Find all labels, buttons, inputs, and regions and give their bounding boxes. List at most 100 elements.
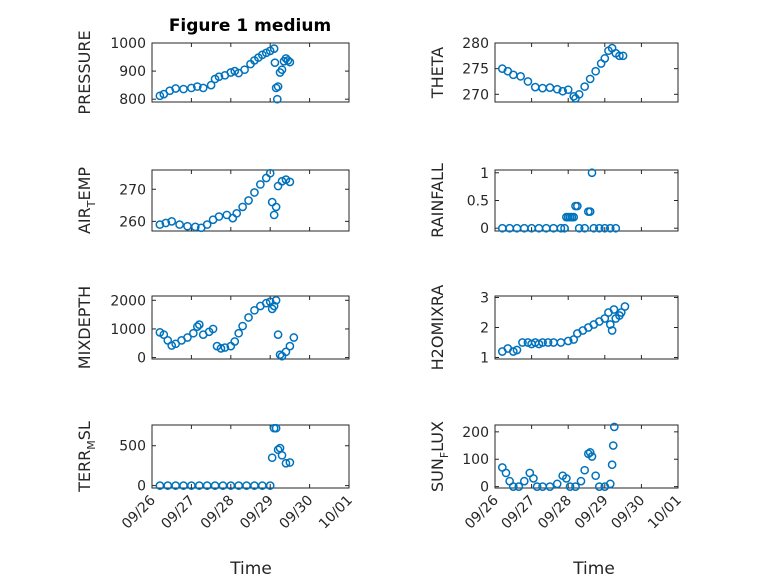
data-point <box>580 223 590 233</box>
y-axis-label-rest: LUX <box>428 421 447 452</box>
x-tick-label: 10/01 <box>316 493 356 533</box>
data-point <box>576 476 586 486</box>
data-point <box>591 471 601 481</box>
data-point <box>285 458 295 467</box>
axes-frame <box>151 424 350 489</box>
data-point <box>565 482 575 491</box>
data-point <box>187 83 196 93</box>
data-point <box>532 482 542 491</box>
subplot-5: 0 1000 2000 MIXDEPTH <box>75 286 350 369</box>
data-point <box>285 177 295 187</box>
data-point <box>194 320 204 329</box>
y-tick-label: 1000 <box>110 322 146 338</box>
data-point <box>273 82 283 91</box>
data-point <box>271 295 281 305</box>
data-point <box>250 305 259 315</box>
data-point <box>261 298 271 308</box>
y-axis-label-subscript: T <box>85 200 98 208</box>
data-point <box>269 210 279 220</box>
data-point <box>214 212 224 221</box>
data-point <box>585 207 595 216</box>
data-point <box>573 201 582 211</box>
data-point <box>605 479 615 489</box>
y-tick-label: 1 <box>480 166 489 182</box>
subplot-2: 270 275 280 THETA <box>428 36 679 103</box>
y-tick-label: 0 <box>137 479 146 495</box>
data-point <box>269 44 279 53</box>
x-tick-label: 09/26 <box>462 492 502 532</box>
data-point <box>519 476 529 486</box>
y-axis-label: SUNFLUX <box>428 421 451 492</box>
data-point <box>512 345 522 355</box>
y-tick-label: 1 <box>480 351 489 367</box>
data-point <box>179 84 188 94</box>
x-tick-label: 09/29 <box>572 493 612 533</box>
x-tick-label: 09/27 <box>499 493 539 533</box>
data-point <box>569 335 579 344</box>
axes-frame <box>151 169 350 232</box>
data-point <box>281 458 291 468</box>
data-point <box>234 328 244 338</box>
y-tick-label: 2000 <box>110 293 146 309</box>
data-point <box>594 482 604 491</box>
data-point <box>285 341 295 351</box>
x-tick-label: 09/30 <box>608 493 648 533</box>
axes-frame <box>151 42 350 103</box>
data-point <box>189 328 198 338</box>
y-tick-label: 1000 <box>110 36 146 52</box>
data-point <box>545 482 555 491</box>
data-point <box>552 479 562 489</box>
y-tick-label: 800 <box>119 92 146 108</box>
axes-frame <box>494 295 679 360</box>
data-point <box>220 343 230 352</box>
y-axis-label: THETA <box>428 47 447 99</box>
data-point <box>514 482 524 491</box>
data-point <box>230 337 240 346</box>
data-point <box>159 330 169 340</box>
x-tick-label: 09/30 <box>277 493 317 533</box>
data-point <box>155 220 165 229</box>
data-point <box>580 82 590 91</box>
data-point <box>609 305 619 314</box>
data-point <box>618 51 628 61</box>
data-point <box>208 324 218 334</box>
data-point <box>587 168 597 178</box>
data-point <box>240 65 249 75</box>
data-point <box>516 71 525 81</box>
data-point <box>574 223 584 233</box>
y-axis-label-rest: EMP <box>75 167 94 201</box>
y-tick-label: 3 <box>480 291 489 307</box>
y-axis-label: RAINFALL <box>428 163 447 238</box>
axes-frame <box>494 169 679 232</box>
figure-title: Figure 1 medium <box>169 16 331 36</box>
data-point <box>273 445 283 455</box>
data-point <box>563 85 573 95</box>
y-tick-label: 0 <box>480 480 489 496</box>
y-tick-label: 275 <box>462 62 489 78</box>
data-point <box>265 481 275 490</box>
data-point <box>591 66 601 76</box>
data-point <box>202 220 212 229</box>
data-point <box>192 82 202 91</box>
subplot-3: 260 270 AIRTEMP <box>75 167 350 234</box>
y-tick-label: 900 <box>119 64 146 80</box>
axes-frame <box>151 295 350 360</box>
data-point <box>250 188 259 197</box>
y-tick-label: 280 <box>462 36 489 52</box>
data-point <box>161 218 171 228</box>
y-tick-label: 0 <box>137 351 146 367</box>
y-axis-label-subscript: F <box>438 452 451 458</box>
data-point <box>267 453 277 463</box>
data-point <box>523 77 533 86</box>
data-point <box>273 330 283 340</box>
data-point <box>214 72 224 82</box>
data-point <box>538 338 547 347</box>
data-point <box>192 322 202 331</box>
data-point <box>615 51 624 61</box>
data-point <box>600 314 610 323</box>
y-tick-label: 2 <box>480 321 489 337</box>
data-point <box>285 57 295 67</box>
x-axis-label-left: Time <box>229 559 272 579</box>
y-axis-label-main: AIR <box>75 207 94 234</box>
